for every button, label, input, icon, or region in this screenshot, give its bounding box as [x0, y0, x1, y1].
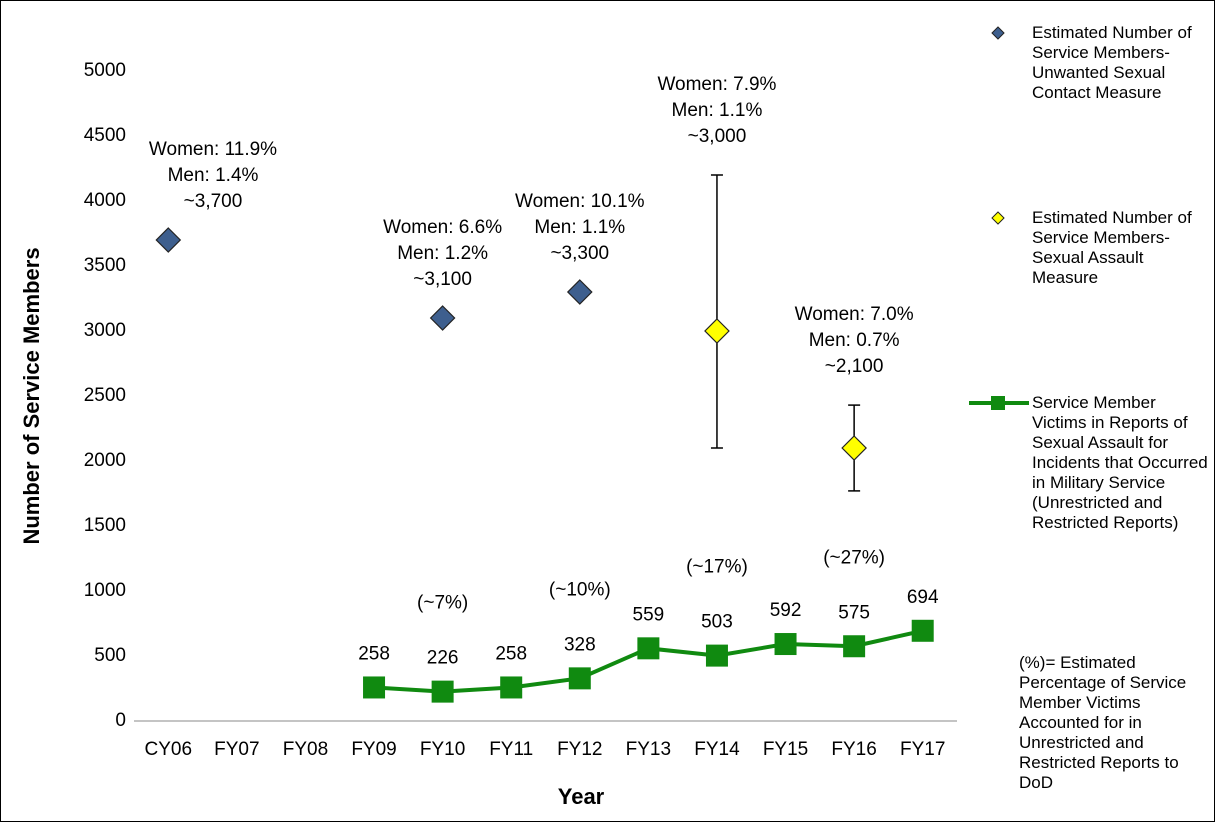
x-tick-label: FY14: [694, 739, 740, 760]
y-tick-label: 500: [94, 645, 126, 666]
data-label: 226: [427, 648, 459, 669]
x-tick-label: FY17: [900, 739, 945, 760]
point-label: Men: 1.1%: [534, 217, 625, 238]
marker: [637, 637, 660, 660]
data-label: 258: [358, 643, 390, 664]
percent-label: (~7%): [417, 593, 468, 614]
legend-entry: Estimated Number of Service Members- Sex…: [1032, 208, 1192, 287]
percent-label: (~10%): [549, 579, 611, 600]
point-label: Men: 1.2%: [397, 243, 488, 264]
data-label: 328: [564, 634, 596, 655]
point-label: Men: 1.4%: [168, 165, 259, 186]
point-label: Women: 7.9%: [657, 74, 776, 95]
marker: [911, 619, 934, 642]
data-label: 592: [770, 600, 802, 621]
point-label: ~2,100: [825, 356, 884, 377]
x-axis-title: Year: [558, 784, 605, 809]
marker: [566, 279, 593, 305]
legend-marker: [991, 26, 1005, 40]
x-tick-label: FY12: [557, 739, 602, 760]
y-tick-label: 1500: [84, 515, 126, 536]
marker: [429, 305, 456, 331]
x-tick-label: FY16: [831, 739, 876, 760]
data-label: 575: [838, 602, 870, 623]
x-tick-label: FY11: [489, 739, 533, 760]
legend-marker: [991, 396, 1005, 410]
y-tick-label: 1000: [84, 580, 126, 601]
percent-label: (~27%): [823, 547, 885, 568]
legend-entry: Estimated Number of Service Members- Unw…: [1032, 23, 1192, 102]
x-tick-label: FY13: [626, 739, 671, 760]
marker: [431, 680, 454, 703]
y-tick-label: 0: [115, 710, 126, 731]
y-tick-label: 5000: [84, 60, 126, 81]
point-label: ~3,000: [688, 126, 747, 147]
legend-entry: Service Member Victims in Reports of Sex…: [1032, 393, 1208, 532]
point-label: Men: 1.1%: [672, 100, 763, 121]
point-label: Women: 10.1%: [515, 191, 645, 212]
y-axis-title: Number of Service Members: [19, 247, 44, 544]
point-label: Men: 0.7%: [809, 330, 900, 351]
marker: [363, 676, 386, 699]
percent-label: (~17%): [686, 557, 748, 578]
y-tick-label: 3000: [84, 320, 126, 341]
marker: [843, 635, 866, 658]
data-label: 258: [495, 643, 527, 664]
point-label: ~3,700: [184, 191, 243, 212]
x-tick-label: FY10: [420, 739, 465, 760]
x-tick-label: FY08: [283, 739, 328, 760]
marker: [774, 633, 797, 656]
legend-note: (%)= Estimated Percentage of Service Mem…: [1019, 653, 1187, 792]
y-tick-label: 2500: [84, 385, 126, 406]
marker: [568, 667, 591, 690]
y-tick-label: 3500: [84, 255, 126, 276]
data-label: 503: [701, 612, 733, 633]
y-tick-label: 4000: [84, 190, 126, 211]
x-tick-label: CY06: [145, 739, 193, 760]
marker: [704, 318, 730, 344]
point-label: Women: 6.6%: [383, 217, 502, 238]
marker: [705, 644, 728, 667]
x-tick-label: FY15: [763, 739, 808, 760]
data-label: 559: [633, 604, 665, 625]
x-tick-label: FY09: [351, 739, 396, 760]
y-tick-label: 4500: [84, 125, 126, 146]
legend-marker: [991, 211, 1005, 225]
point-label: ~3,300: [550, 243, 609, 264]
marker: [841, 435, 867, 461]
point-label: Women: 7.0%: [795, 304, 914, 325]
marker: [155, 227, 182, 253]
x-tick-label: FY07: [214, 739, 259, 760]
y-tick-label: 2000: [84, 450, 126, 471]
marker: [500, 676, 523, 699]
point-label: ~3,100: [413, 269, 472, 290]
point-label: Women: 11.9%: [149, 139, 277, 160]
data-label: 694: [907, 587, 939, 608]
